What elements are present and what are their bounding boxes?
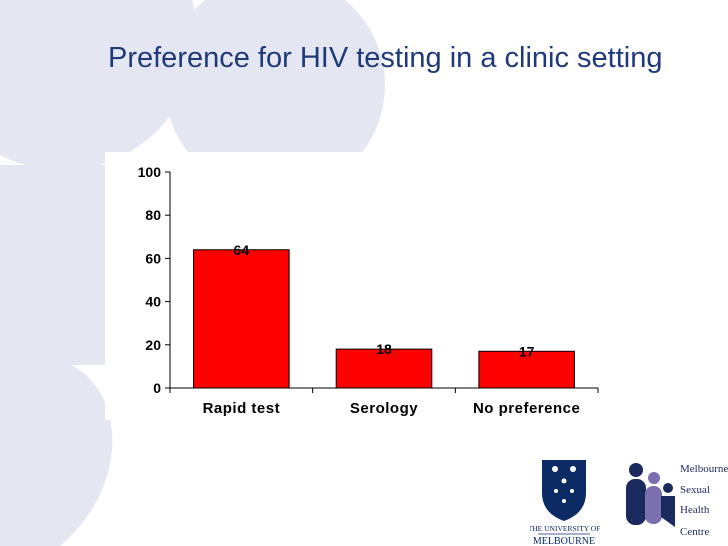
data-label: 64 [234,242,250,258]
university-crest-icon [542,460,586,521]
y-tick-label: 20 [145,337,161,353]
bar [478,350,575,389]
clinic-name-line2: Sexual [680,484,710,496]
university-name-line1: THE UNIVERSITY OF [530,524,600,533]
clinic-name-line4: Centre [680,526,709,538]
bar-chart: 0 20 40 60 80 100 64 Rapid test 18 Serology 17 No p… [105,152,630,420]
footer-logos: THE UNIVERSITY OF MELBOURNE Melbourne Se… [530,460,728,546]
x-category-label: Serology [350,400,418,417]
y-tick-label: 60 [145,250,161,266]
data-label: 17 [519,343,535,359]
bar [335,348,433,389]
data-label: 18 [376,341,392,357]
y-tick-label: 80 [145,207,161,223]
clinic-name-line1: Melbourne [680,463,728,475]
clinic-figures-icon [626,463,675,527]
bar [193,249,290,389]
x-category-label: Rapid test [203,400,281,417]
slide-title: Preference for HIV testing in a clinic s… [108,42,663,74]
y-tick-label: 40 [145,294,161,310]
x-category-label: No preference [473,400,580,417]
y-tick-label: 100 [138,164,162,180]
clinic-name-line3: Health [680,504,710,516]
university-name-line2: MELBOURNE [533,536,595,546]
y-tick-label: 0 [153,380,161,396]
chart-canvas: 0 20 40 60 80 100 64 Rapid test 18 Serology 17 No p… [138,164,599,417]
melbourne-sexual-health-centre-logo: Melbourne Sexual Health Centre [626,463,728,538]
university-of-melbourne-logo: THE UNIVERSITY OF MELBOURNE [530,460,600,546]
